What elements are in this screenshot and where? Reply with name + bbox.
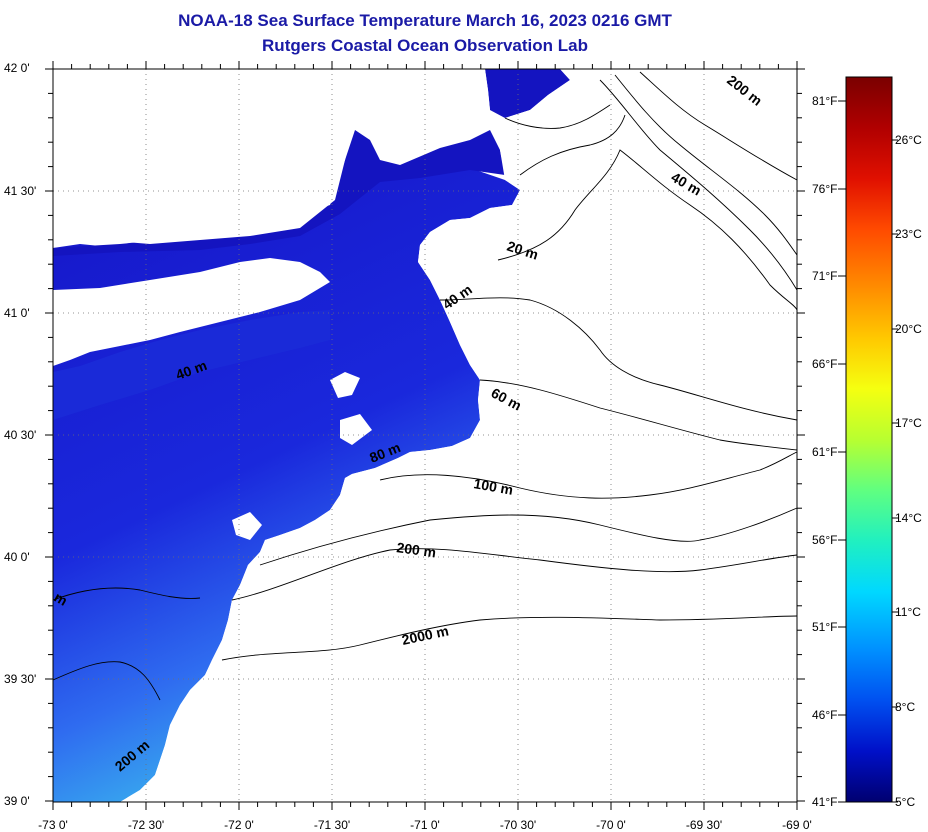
latitude-label: 42 0' — [4, 61, 30, 75]
latitude-label: 40 0' — [4, 550, 30, 564]
colorbar-ticks — [838, 100, 898, 803]
axis-ticks — [45, 61, 805, 810]
celsius-label: 26°C — [895, 133, 922, 147]
longitude-label: -72 30' — [127, 818, 165, 832]
fahrenheit-label: 46°F — [812, 708, 838, 722]
celsius-label: 17°C — [895, 416, 922, 430]
latitude-label: 39 0' — [4, 794, 30, 808]
longitude-label: -71 30' — [313, 818, 351, 832]
latitude-label: 39 30' — [4, 672, 37, 686]
map-title: NOAA-18 Sea Surface Temperature March 16… — [178, 11, 672, 30]
longitude-label: -70 0' — [596, 818, 626, 832]
celsius-label: 20°C — [895, 322, 922, 336]
fahrenheit-label: 51°F — [812, 620, 838, 634]
fahrenheit-label: 61°F — [812, 445, 838, 459]
celsius-label: 23°C — [895, 227, 922, 241]
celsius-label: 8°C — [895, 700, 916, 714]
longitude-label: -73 0' — [38, 818, 68, 832]
celsius-label: 5°C — [895, 795, 916, 809]
celsius-label: 14°C — [895, 511, 922, 525]
latitude-label: 40 30' — [4, 428, 37, 442]
fahrenheit-label: 76°F — [812, 182, 838, 196]
celsius-label: 11°C — [895, 605, 921, 619]
fahrenheit-label: 81°F — [812, 94, 838, 108]
latitude-label: 41 30' — [4, 184, 37, 198]
fahrenheit-label: 41°F — [812, 795, 838, 809]
map-subtitle: Rutgers Coastal Ocean Observation Lab — [262, 36, 588, 55]
isobath-label: 100 m — [472, 475, 514, 498]
isobath-label: 200 m — [396, 539, 438, 560]
isobath-contours — [52, 71, 798, 701]
temperature-colorbar — [845, 76, 893, 803]
fahrenheit-label: 66°F — [812, 357, 838, 371]
longitude-label: -72 0' — [224, 818, 254, 832]
longitude-label: -71 0' — [410, 818, 440, 832]
longitude-label: -69 0' — [782, 818, 812, 832]
lat-lon-grid — [53, 69, 797, 802]
fahrenheit-label: 71°F — [812, 269, 838, 283]
latitude-label: 41 0' — [4, 306, 30, 320]
fahrenheit-label: 56°F — [812, 533, 838, 547]
longitude-label: -69 30' — [685, 818, 723, 832]
longitude-label: -70 30' — [499, 818, 537, 832]
